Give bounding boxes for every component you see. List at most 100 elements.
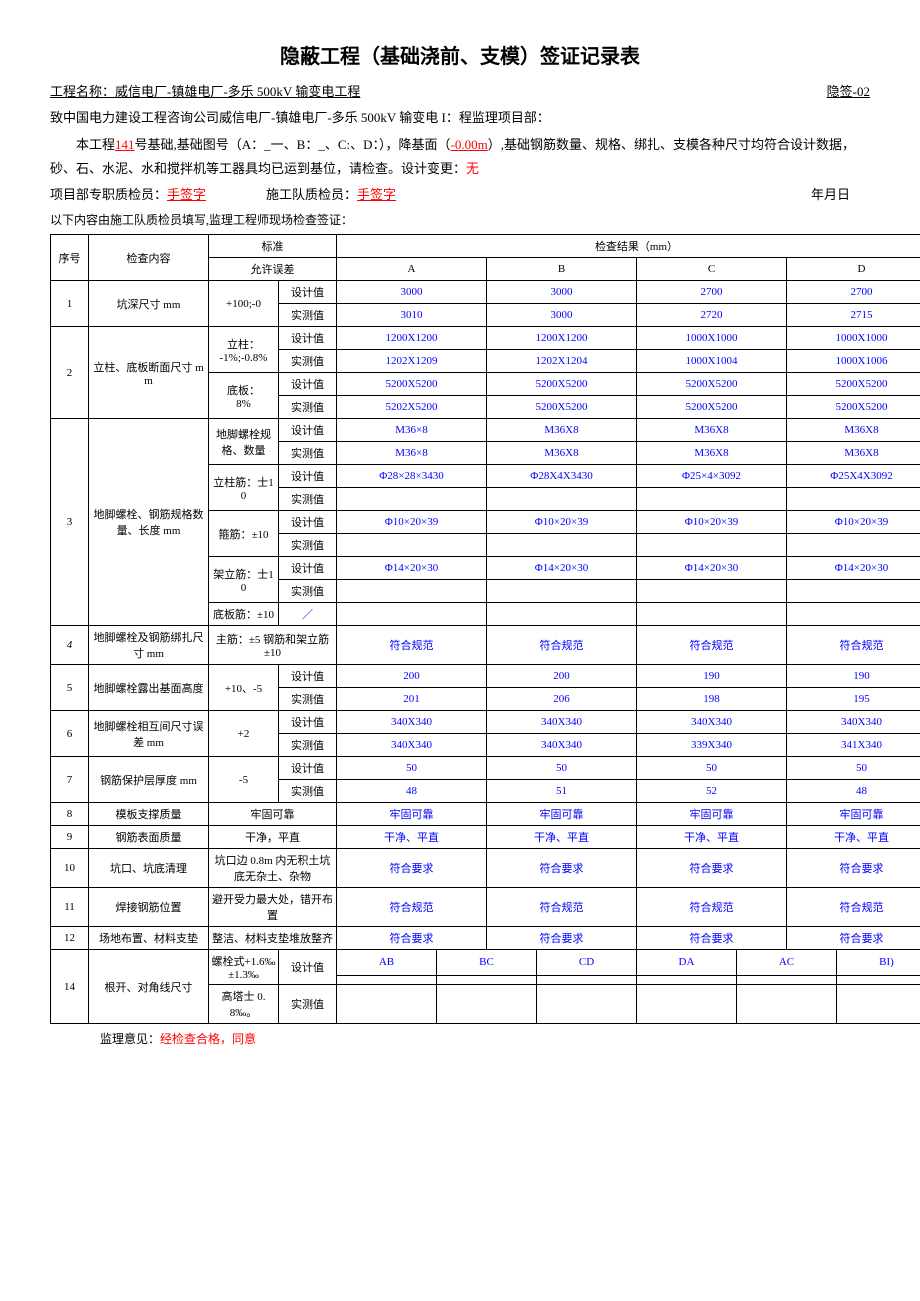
cell: 7 (51, 757, 89, 803)
cell: 实测值 (279, 780, 337, 803)
cell: 设计值 (279, 950, 337, 985)
cell: M36X8 (787, 442, 920, 465)
cell: +2 (209, 711, 279, 757)
table-row: 10坑口、坑底清理坑口边 0.8m 内无积土坑底无杂土、杂物 符合要求符合要求符… (51, 849, 920, 888)
cell: 3000 (487, 304, 637, 327)
cell: 焊接钢筋位置 (89, 888, 209, 927)
cell: 2700 (637, 281, 787, 304)
cell: 高塔士 0.8‰。 (209, 985, 279, 1024)
paragraph-2: 本工程141号基础,基础图号（A：_一、B：_、C:、D：），降基面（-0.00… (50, 133, 870, 180)
opinion-text: 经检查合格，同意 (160, 1032, 256, 1046)
cell: 实测值 (279, 350, 337, 373)
cell: 实测值 (279, 734, 337, 757)
cell: 设计值 (279, 327, 337, 350)
cell (787, 488, 920, 511)
cell: 5200X5200 (787, 396, 920, 419)
table-row: 3 地脚螺栓、钢筋规格数量、长度 mm 地脚螺栓规格、数量 设计值 M36×8 … (51, 419, 920, 442)
cell: 5200X5200 (487, 396, 637, 419)
inspector-b-sig: 手签字 (357, 187, 396, 202)
cell: 190 (787, 665, 920, 688)
footer-opinion: 监理意见：经检查合格，同意 (100, 1030, 870, 1047)
cell: 设计值 (279, 665, 337, 688)
project-name: 威信电厂-镇雄电厂-多乐 500kV 输变电工程 (115, 84, 360, 99)
table-row: 7 钢筋保护层厚度 mm -5 设计值 50 50 50 50 (51, 757, 920, 780)
cell: 50 (487, 757, 637, 780)
cell: 符合要求 (487, 927, 637, 950)
cell (337, 603, 487, 626)
cell: M36×8 (337, 419, 487, 442)
col-result: 检查结果（mm） (337, 235, 920, 258)
cell: 底板：8% (209, 373, 279, 419)
col-tolerance: 允许误差 (209, 258, 337, 281)
table-row: 1 坑深尺寸 mm +100;-0 设计值 3000 3000 2700 270… (51, 281, 920, 304)
cell: 1000X1000 (637, 327, 787, 350)
cell: 干净、平直 (337, 826, 487, 849)
cell: 地脚螺栓、钢筋规格数量、长度 mm (89, 419, 209, 626)
cell: 5200X5200 (787, 373, 920, 396)
cell: 整洁、材料支垫堆放整齐 (209, 927, 337, 950)
cell: 场地布置、材料支垫 (89, 927, 209, 950)
cell: Φ14×20×30 (337, 557, 487, 580)
cell: BC (437, 950, 537, 976)
cell: 实测值 (279, 488, 337, 511)
cell: 牢固可靠 (209, 803, 337, 826)
cell: 实测值 (279, 534, 337, 557)
cell: 牢固可靠 (487, 803, 637, 826)
cell: +10、-5 (209, 665, 279, 711)
cell: 实测值 (279, 396, 337, 419)
cell (787, 603, 920, 626)
cell: DA (637, 950, 737, 976)
cell (737, 985, 837, 1024)
cell: Φ25×4×3092 (637, 465, 787, 488)
cell (337, 488, 487, 511)
page-title: 隐蔽工程（基础浇前、支模）签证记录表 (50, 40, 870, 69)
cell: 符合规范 (787, 888, 920, 927)
cell: 设计值 (279, 757, 337, 780)
cell: 坑深尺寸 mm (89, 281, 209, 327)
table-row: 12场地布置、材料支垫整洁、材料支垫堆放整齐 符合要求符合要求符合要求符合要求 (51, 927, 920, 950)
cell: BI) (837, 950, 920, 976)
cell: 48 (787, 780, 920, 803)
cell: 箍筋：±10 (209, 511, 279, 557)
cell: 钢筋表面质量 (89, 826, 209, 849)
base-elev: -0.00m (451, 137, 488, 152)
cell: 1200X1200 (337, 327, 487, 350)
cell: 地脚螺栓露出基面高度 (89, 665, 209, 711)
cell: 符合规范 (487, 626, 637, 665)
table-row: 9钢筋表面质量干净，平直 干净、平直干净、平直干净、平直干净、平直 (51, 826, 920, 849)
cell: 钢筋保护层厚度 mm (89, 757, 209, 803)
cell: ／ (279, 603, 337, 626)
cell: 地脚螺栓相互间尺寸误差 mm (89, 711, 209, 757)
table-row: 8模板支撑质量牢固可靠 牢固可靠牢固可靠牢固可靠牢固可靠 (51, 803, 920, 826)
cell: 339X340 (637, 734, 787, 757)
doc-number: 隐签-02 (827, 81, 870, 100)
cell: Φ28X4X3430 (487, 465, 637, 488)
cell: AC (737, 950, 837, 976)
cell: 51 (487, 780, 637, 803)
table-header-row: 序号 检查内容 标准 检查结果（mm） (51, 235, 920, 258)
cell: -5 (209, 757, 279, 803)
cell: 符合规范 (637, 626, 787, 665)
cell: 200 (487, 665, 637, 688)
cell: 设计值 (279, 711, 337, 734)
cell: 设计值 (279, 465, 337, 488)
table-row: 2 立柱、底板断面尺寸 mm 立柱：-1%;-0.8% 设计值 1200X120… (51, 327, 920, 350)
cell: 50 (637, 757, 787, 780)
paragraph-1: 致中国电力建设工程咨询公司威信电厂-镇雄电厂-多乐 500kV 输变电 I：程监… (50, 106, 870, 129)
cell: 1000X1004 (637, 350, 787, 373)
cell: 200 (337, 665, 487, 688)
cell: 符合规范 (337, 888, 487, 927)
cell: 2 (51, 327, 89, 419)
col-c: C (637, 258, 787, 281)
date-field: 年月日 (811, 184, 850, 203)
project-label: 工程名称： (50, 84, 115, 99)
cell: 340X340 (487, 734, 637, 757)
cell: 设计值 (279, 557, 337, 580)
cell (737, 975, 837, 984)
cell: M36X8 (637, 442, 787, 465)
cell: 340X340 (337, 711, 487, 734)
cell: 符合规范 (787, 626, 920, 665)
cell: 避开受力最大处，错开布置 (209, 888, 337, 927)
cell: M36×8 (337, 442, 487, 465)
design-change: 无 (466, 161, 479, 176)
